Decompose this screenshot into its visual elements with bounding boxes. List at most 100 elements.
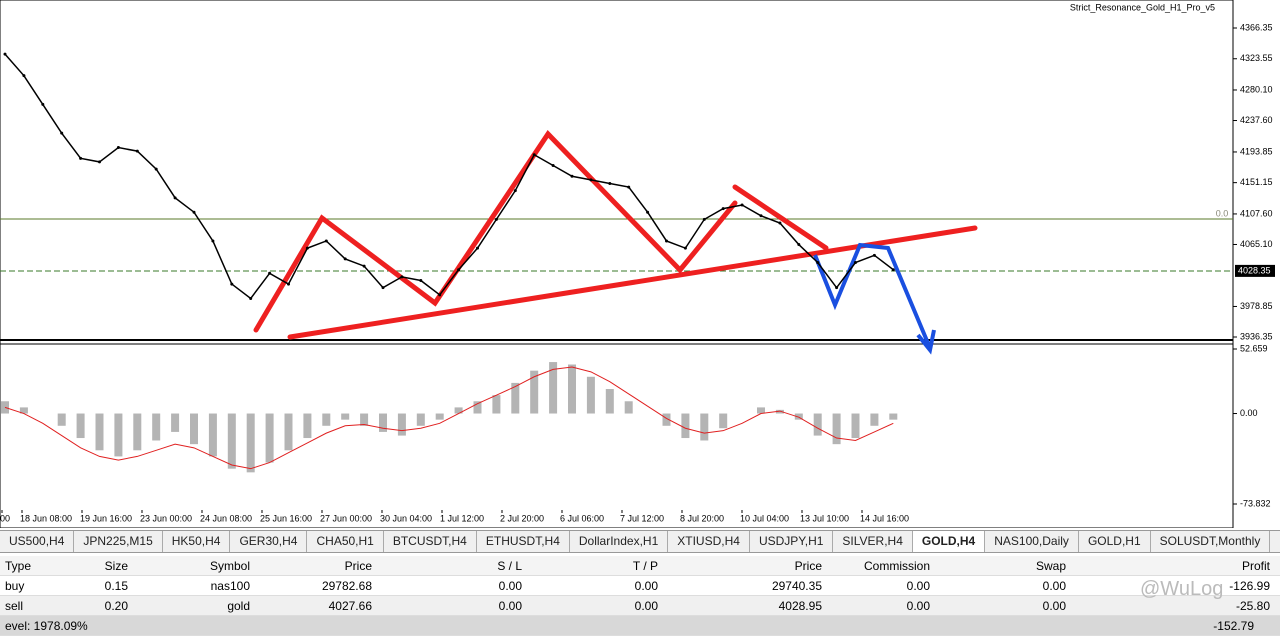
macd-bar: [341, 413, 350, 420]
y-tick-label: 3978.85: [1240, 301, 1273, 311]
close-point: [98, 160, 101, 164]
tab[interactable]: USDJPY,H1: [750, 531, 834, 552]
tab[interactable]: SOLUSDT,Monthly: [1151, 531, 1271, 552]
close-point: [854, 261, 857, 265]
macd-bar: [227, 413, 236, 469]
signal-line: [4, 366, 894, 470]
x-tick-label: 30 Jun 04:00: [380, 513, 432, 523]
close-point: [494, 217, 498, 221]
macd-bar: [681, 413, 690, 439]
cell: gold: [227, 599, 250, 613]
close-point: [249, 296, 253, 300]
y-tick-label: 0.00: [1240, 408, 1258, 418]
tab[interactable]: NAS100,Daily: [985, 531, 1079, 552]
macd-bar: [492, 395, 501, 414]
symbol-tabs: US500,H4 JPN225,M15 HK50,H4 GER30,H4 CHA50,H…: [0, 530, 1280, 553]
cell: T / P: [632, 559, 658, 573]
close-point: [665, 239, 668, 243]
macd-bar: [832, 413, 841, 445]
x-tick-label: 8 Jul 20:00: [680, 513, 724, 523]
close-point: [135, 149, 139, 153]
y-tick-label: 4107.60: [1240, 208, 1273, 218]
macd-bar: [624, 401, 633, 414]
tab[interactable]: US500,H4: [0, 531, 75, 552]
y-tick-label: 3936.35: [1240, 331, 1273, 341]
close-point: [551, 164, 555, 168]
close-point: [60, 131, 64, 135]
x-tick-label: 14 Jul 16:00: [860, 513, 909, 523]
tab[interactable]: BTCUSDT,H4: [384, 531, 477, 552]
cell: nas100: [210, 579, 250, 593]
cell: -152.79: [1213, 619, 1254, 633]
macd-bar: [662, 413, 671, 426]
x-tick-label: 18 Jun 08:00: [20, 513, 72, 523]
cell: 0.20: [104, 599, 128, 613]
close-point: [324, 239, 328, 243]
tab[interactable]: DollarIndex,H1: [570, 531, 669, 552]
cell: 29782.68: [321, 579, 372, 593]
tab[interactable]: CHA50,H1: [307, 531, 384, 552]
close-point: [116, 146, 120, 150]
tab[interactable]: JPN225,M15: [74, 531, 163, 552]
window-title: Strict_Resonance_Gold_H1_Pro_v5: [1070, 2, 1215, 12]
close-point: [759, 214, 763, 218]
y-tick-label: 4237.60: [1240, 115, 1273, 125]
macd-bar: [397, 413, 406, 436]
forecast-arrows: [813, 242, 936, 355]
close-point: [381, 286, 385, 290]
tab[interactable]: HK50,H4: [163, 531, 231, 552]
macd-bar: [851, 413, 860, 439]
close-point: [835, 286, 839, 290]
tab[interactable]: SILVER,H4: [833, 531, 913, 552]
macd-bar: [889, 413, 898, 420]
close-point: [287, 282, 290, 286]
macd-bar: [794, 413, 803, 420]
cell: 4027.66: [328, 599, 372, 613]
macd-bar: [775, 409, 784, 414]
cell: S / L: [497, 559, 522, 573]
cell: Price: [794, 559, 822, 573]
cell: 0.00: [634, 579, 658, 593]
cell: buy: [5, 579, 25, 593]
x-tick-label: 6 Jul 06:00: [560, 513, 604, 523]
current-price: 4028.35: [1238, 265, 1271, 275]
macd-bar: [133, 413, 142, 451]
tab[interactable]: GOLD,H1: [1079, 531, 1151, 552]
x-tick-label: 13 Jul 10:00: [800, 513, 849, 523]
cell: 4028.95: [778, 599, 822, 613]
cell: Swap: [1035, 559, 1066, 573]
cell: Price: [344, 559, 372, 573]
close-point: [154, 167, 158, 171]
y-tick-label: 4193.85: [1240, 146, 1273, 156]
macd-bar: [190, 413, 198, 445]
macd-bar: [757, 407, 765, 414]
cell: evel: 1978.09%: [5, 619, 88, 633]
x-tick-label: 1 Jul 12:00: [440, 513, 484, 523]
x-tick-label: 23 Jun 00:00: [140, 513, 192, 523]
close-point: [797, 243, 801, 247]
macd-bar: [719, 413, 728, 429]
macd-bar: [360, 413, 369, 426]
close-point: [268, 271, 272, 275]
close-point: [192, 210, 196, 214]
macd-bar: [246, 413, 255, 473]
cell: 0.15: [104, 579, 128, 593]
tab[interactable]: GER30,H4: [230, 531, 308, 552]
cell: sell: [5, 599, 24, 613]
tab[interactable]: ETHUSDT,H4: [477, 531, 570, 552]
price-line: [4, 53, 894, 300]
macd-bar: [605, 389, 614, 414]
tab[interactable]: XTIUSD,H4: [668, 531, 750, 552]
cell: Size: [104, 559, 128, 573]
close-point: [872, 253, 876, 257]
tab[interactable]: GOLD,H4: [912, 531, 986, 552]
x-tick-label: 2 Jul 20:00: [500, 513, 544, 523]
macd-bar: [284, 413, 293, 451]
macd-bar: [454, 407, 463, 414]
cell: 0.00: [498, 579, 522, 593]
cell: 0.00: [906, 579, 930, 593]
close-point: [683, 246, 687, 250]
close-point: [343, 257, 347, 261]
y-tick-label: 4280.10: [1240, 84, 1273, 94]
close-point: [400, 275, 404, 279]
